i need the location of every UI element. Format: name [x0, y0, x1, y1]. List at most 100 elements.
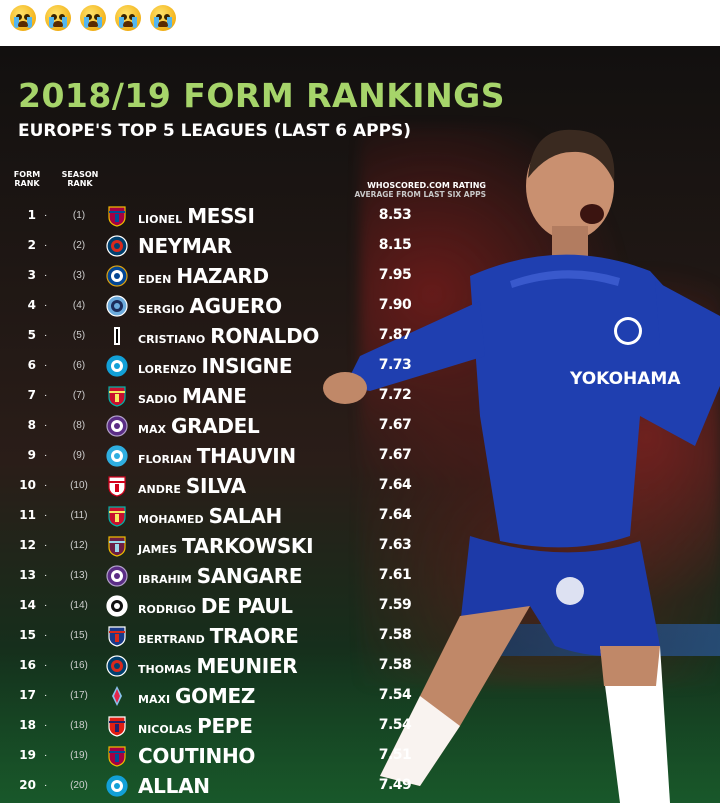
player-first-name: Florian [138, 453, 192, 466]
ranking-row: 9 · (9) Florian THAUVIN 7.67 [0, 441, 440, 471]
season-rank: (3) [72, 270, 86, 281]
season-rank: (11) [70, 510, 88, 521]
player-photo: YOKOHAMA [323, 129, 720, 803]
season-rank: (2) [72, 240, 86, 251]
separator-dot: · [44, 750, 48, 761]
player-first-name: Nicolas [138, 723, 193, 736]
player-name: James TARKOWSKI [138, 534, 314, 558]
player-last-name: THAUVIN [196, 444, 296, 468]
player-name: Maxi GOMEZ [138, 684, 255, 708]
player-last-name: ALLAN [138, 774, 210, 798]
player-first-name: Max [138, 423, 166, 436]
player-rating: 7.64 [378, 477, 412, 493]
loudly-crying-face-icon [45, 5, 71, 31]
loudly-crying-face-icon [115, 5, 141, 31]
player-last-name: GOMEZ [175, 684, 256, 708]
player-name: Sergio AGUERO [138, 294, 282, 318]
man-city-badge-icon [106, 295, 128, 317]
ranking-row: 18 · (18) Nicolas PEPE 7.54 [0, 711, 440, 741]
rating-header: WHOSCORED.COM RATING AVERAGE FROM LAST S… [300, 172, 486, 208]
separator-dot: · [44, 660, 48, 671]
toulouse-badge-icon [106, 415, 128, 437]
form-rank: 6 [27, 358, 36, 372]
player-rating: 7.54 [378, 717, 412, 733]
player-name: Lionel MESSI [138, 204, 255, 228]
burnley-badge-icon [106, 535, 128, 557]
udinese-badge-icon [106, 595, 128, 617]
ranking-row: 12 · (12) James TARKOWSKI 7.63 [0, 531, 440, 561]
liverpool-badge-icon [106, 505, 128, 527]
player-last-name: RONALDO [210, 324, 320, 348]
form-rank: 8 [27, 418, 36, 432]
player-rating: 7.59 [378, 597, 412, 613]
player-first-name: James [138, 543, 177, 556]
juventus-badge-icon [106, 325, 128, 347]
form-rank: 7 [27, 388, 36, 402]
ranking-row: 7 · (7) Sadio MANE 7.72 [0, 381, 440, 411]
form-rank: 3 [27, 268, 36, 282]
form-rank: 9 [27, 448, 36, 462]
player-rating: 7.95 [378, 267, 412, 283]
separator-dot: · [44, 360, 48, 371]
season-rank: (20) [70, 780, 88, 791]
player-last-name: TRAORE [209, 624, 299, 648]
player-rating: 8.15 [378, 237, 412, 253]
season-rank: (10) [70, 480, 88, 491]
form-rank: 1 [27, 208, 36, 222]
player-rating: 7.72 [378, 387, 412, 403]
sevilla-badge-icon [106, 475, 128, 497]
player-last-name: TARKOWSKI [182, 534, 314, 558]
player-last-name: SANGARE [196, 564, 303, 588]
form-rank: 2 [27, 238, 36, 252]
season-rank: (19) [70, 750, 88, 761]
season-rank: (12) [70, 540, 88, 551]
season-rank: (15) [70, 630, 88, 641]
player-last-name: AGUERO [189, 294, 282, 318]
season-rank: (4) [72, 300, 86, 311]
player-name: NEYMAR [138, 234, 232, 258]
barcelona-badge-icon [106, 205, 128, 227]
season-rank: (17) [70, 690, 88, 701]
separator-dot: · [44, 600, 48, 611]
player-name: Andre SILVA [138, 474, 246, 498]
emoji-bar [0, 0, 720, 46]
player-first-name: Mohamed [138, 513, 204, 526]
season-rank: (7) [72, 390, 86, 401]
separator-dot: · [44, 420, 48, 431]
player-name: Lorenzo INSIGNE [138, 354, 293, 378]
ranking-row: 5 · (5) Cristiano RONALDO 7.87 [0, 321, 440, 351]
season-rank: (8) [72, 420, 86, 431]
player-name: Cristiano RONALDO [138, 324, 319, 348]
separator-dot: · [44, 510, 48, 521]
form-rank: 16 [19, 658, 36, 672]
player-rating: 7.67 [378, 417, 412, 433]
form-rank: 20 [19, 778, 36, 792]
player-rating: 7.90 [378, 297, 412, 313]
separator-dot: · [44, 720, 48, 731]
season-rank-header: SEASON RANK [61, 170, 99, 188]
ranking-row: 3 · (3) Eden HAZARD 7.95 [0, 261, 440, 291]
ranking-row: 20 · (20) ALLAN 7.49 [0, 771, 440, 801]
separator-dot: · [44, 540, 48, 551]
separator-dot: · [44, 390, 48, 401]
season-rank: (18) [70, 720, 88, 731]
player-rating: 7.61 [378, 567, 412, 583]
separator-dot: · [44, 300, 48, 311]
player-rating: 7.58 [378, 627, 412, 643]
liverpool-badge-icon [106, 385, 128, 407]
season-rank: (5) [72, 330, 86, 341]
separator-dot: · [44, 210, 48, 221]
player-first-name: Rodrigo [138, 603, 196, 616]
player-first-name: Ibrahim [138, 573, 192, 586]
psg-badge-icon [106, 235, 128, 257]
form-rank: 12 [19, 538, 36, 552]
season-rank: (16) [70, 660, 88, 671]
form-rank: 14 [19, 598, 36, 612]
separator-dot: · [44, 570, 48, 581]
ranking-row: 2 · (2) NEYMAR 8.15 [0, 231, 440, 261]
ranking-row: 11 · (11) Mohamed SALAH 7.64 [0, 501, 440, 531]
form-rank: 15 [19, 628, 36, 642]
player-rating: 7.64 [378, 507, 412, 523]
player-last-name: COUTINHO [138, 744, 256, 768]
separator-dot: · [44, 450, 48, 461]
